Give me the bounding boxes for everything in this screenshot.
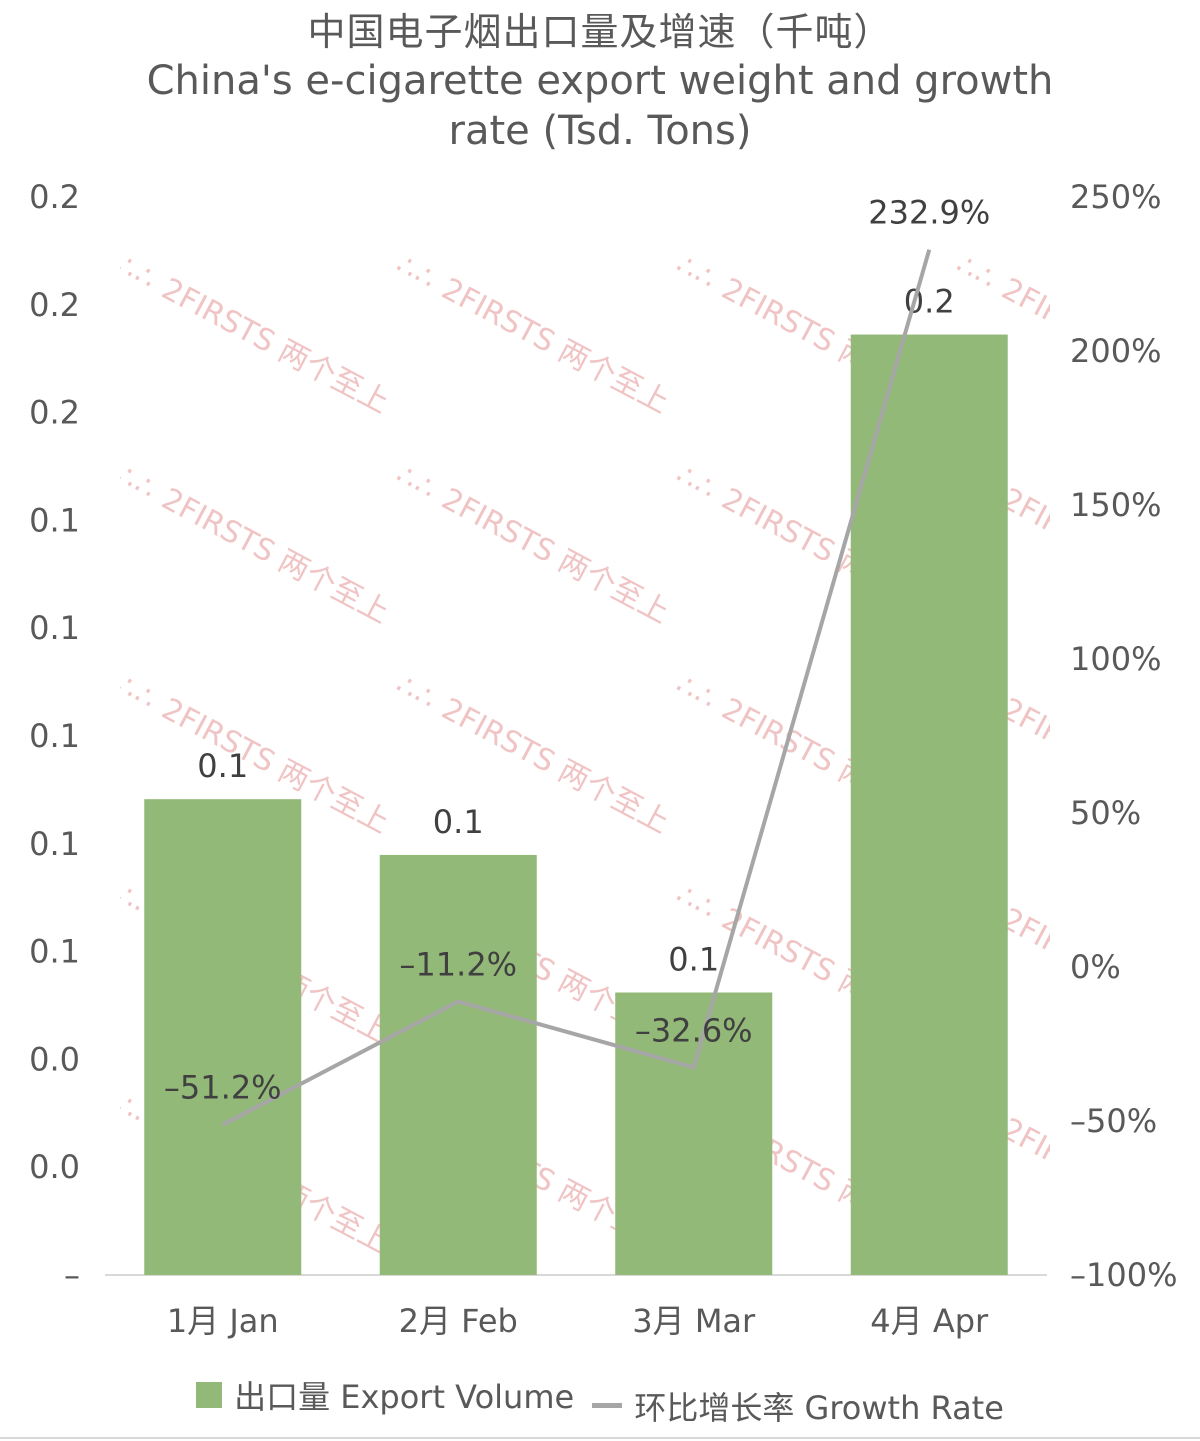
legend-label-export-volume: 出口量 Export Volume — [234, 1378, 575, 1416]
left-axis-tick-label: 0.2 — [29, 394, 80, 432]
bar-data-label: 0.1 — [433, 803, 484, 841]
x-axis-tick-label: 3月 Mar — [632, 1302, 756, 1340]
right-axis-tick-label: 0% — [1070, 948, 1121, 986]
x-axis-tick-label: 1月 Jan — [167, 1302, 279, 1340]
bar-export-volume — [850, 334, 1008, 1275]
bar-data-label: 0.1 — [668, 940, 719, 978]
left-axis-tick-label: 0.1 — [29, 933, 80, 971]
chart-title-chinese: 中国电子烟出口量及增速（千吨） — [307, 10, 893, 54]
bottom-divider — [0, 1437, 1200, 1439]
bar-export-volume — [615, 992, 773, 1275]
bar-export-volume — [144, 799, 302, 1275]
chart-legend: 出口量 Export Volume 环比增长率 Growth Rate — [0, 1372, 1200, 1429]
left-axis-tick-label: 0.2 — [29, 178, 80, 216]
legend-label-growth-rate: 环比增长率 Growth Rate — [634, 1388, 1004, 1427]
chart-title: 中国电子烟出口量及增速（千吨） China's e-cigarette expo… — [0, 8, 1200, 156]
x-axis-tick-label: 2月 Feb — [399, 1302, 518, 1340]
right-axis-tick-label: 50% — [1070, 794, 1141, 832]
x-axis-tick-label: 4月 Apr — [870, 1302, 989, 1340]
line-data-label: –51.2% — [164, 1069, 282, 1107]
right-axis-tick-label: –50% — [1070, 1102, 1157, 1140]
right-axis-tick-label: 200% — [1070, 332, 1161, 370]
left-axis-tick-label: 0.1 — [29, 717, 80, 755]
left-axis-tick-label: 0.0 — [29, 1148, 80, 1186]
bar-data-label: 0.1 — [197, 747, 248, 785]
line-data-label: –11.2% — [399, 945, 517, 983]
legend-item-growth-rate: 环比增长率 Growth Rate — [592, 1383, 1004, 1429]
left-axis-tick-label: 0.1 — [29, 609, 80, 647]
left-axis-tick-label: 0.1 — [29, 501, 80, 539]
right-axis-tick-label: 150% — [1070, 486, 1161, 524]
chart-title-english: China's e-cigarette export weight and gr… — [146, 58, 1054, 154]
right-axis-tick-label: 250% — [1070, 178, 1161, 216]
legend-swatch-line — [592, 1403, 623, 1408]
left-axis-tick-label: 0.0 — [29, 1040, 80, 1078]
line-data-label: –32.6% — [635, 1011, 753, 1049]
left-axis-tick-label: 0.2 — [29, 286, 80, 324]
legend-swatch-bar — [196, 1382, 223, 1408]
legend-item-export-volume: 出口量 Export Volume — [196, 1372, 574, 1418]
left-axis-tick-label: – — [64, 1256, 80, 1294]
line-data-label: 232.9% — [868, 194, 990, 232]
line-growth-rate — [221, 249, 932, 1127]
left-axis-tick-label: 0.1 — [29, 825, 80, 863]
right-axis-tick-label: –100% — [1070, 1256, 1177, 1294]
bar-export-volume — [379, 854, 537, 1275]
right-axis-tick-label: 100% — [1070, 640, 1161, 678]
